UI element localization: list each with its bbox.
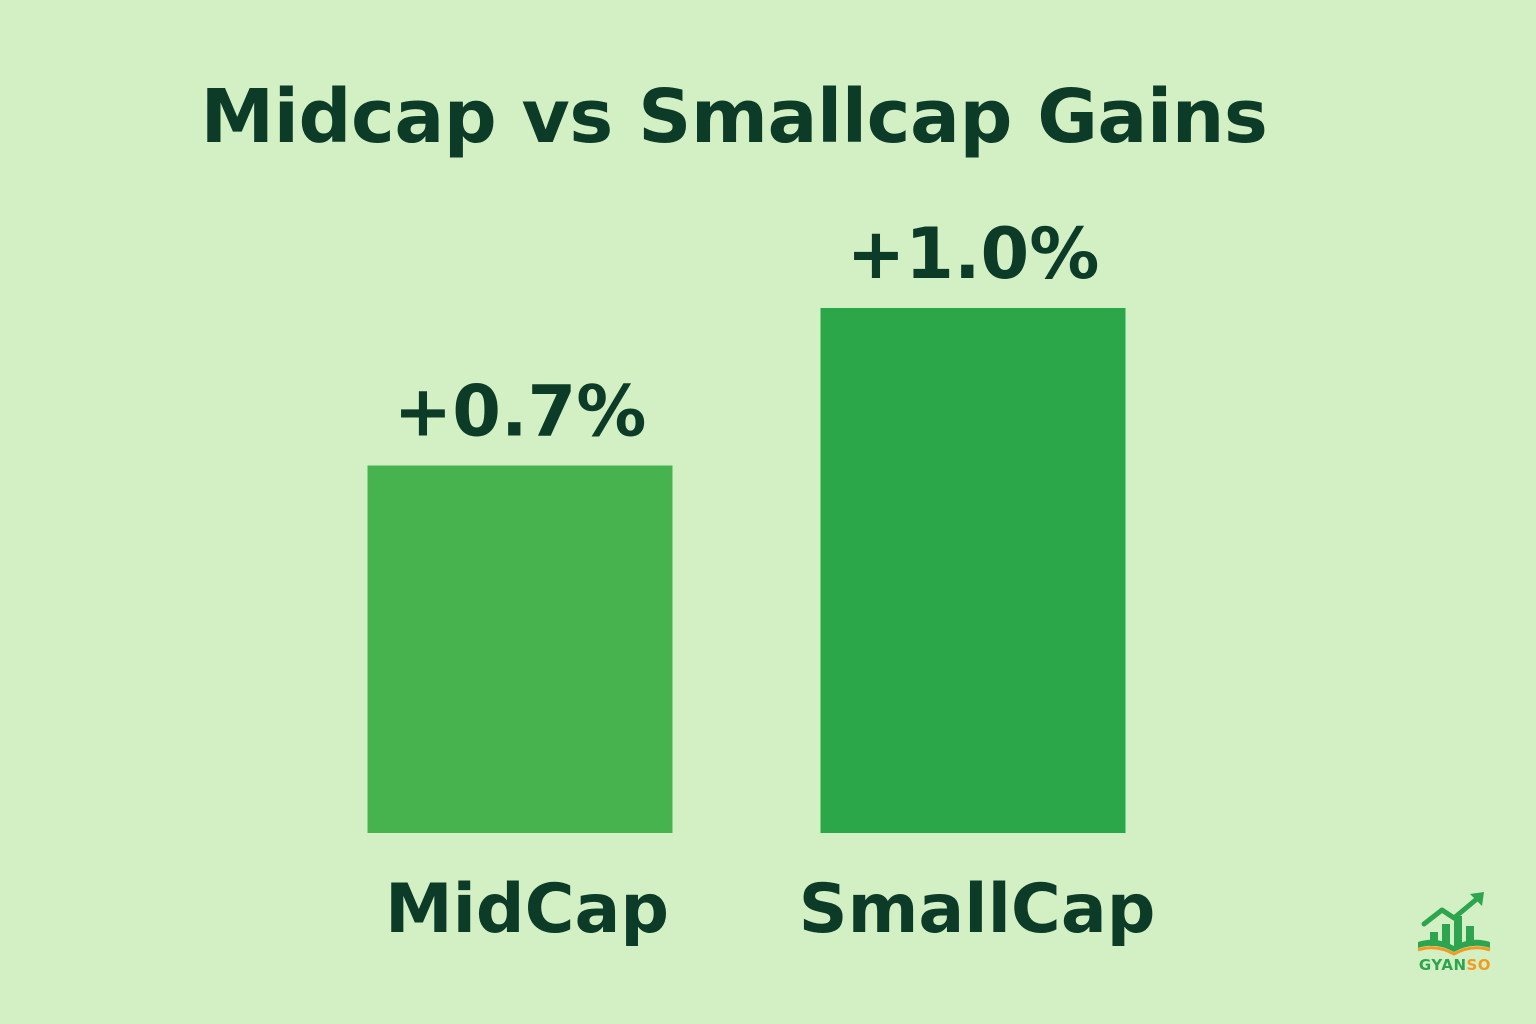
- bar-smallcap: [820, 308, 1126, 833]
- brand-name-part2: SO: [1466, 956, 1492, 974]
- bar-midcap: [367, 465, 673, 833]
- brand-logo: GYANSO: [1404, 890, 1506, 980]
- brand-name: GYANSO: [1404, 956, 1506, 974]
- chart-title: Midcap vs Smallcap Gains: [200, 74, 1268, 160]
- growth-chart-book-icon: [1417, 892, 1491, 956]
- value-label-midcap: +0.7%: [394, 371, 647, 453]
- value-label-smallcap: +1.0%: [847, 213, 1100, 295]
- category-label-midcap: MidCap: [385, 870, 669, 949]
- category-label-smallcap: SmallCap: [799, 870, 1156, 949]
- brand-name-part1: GYAN: [1418, 956, 1467, 974]
